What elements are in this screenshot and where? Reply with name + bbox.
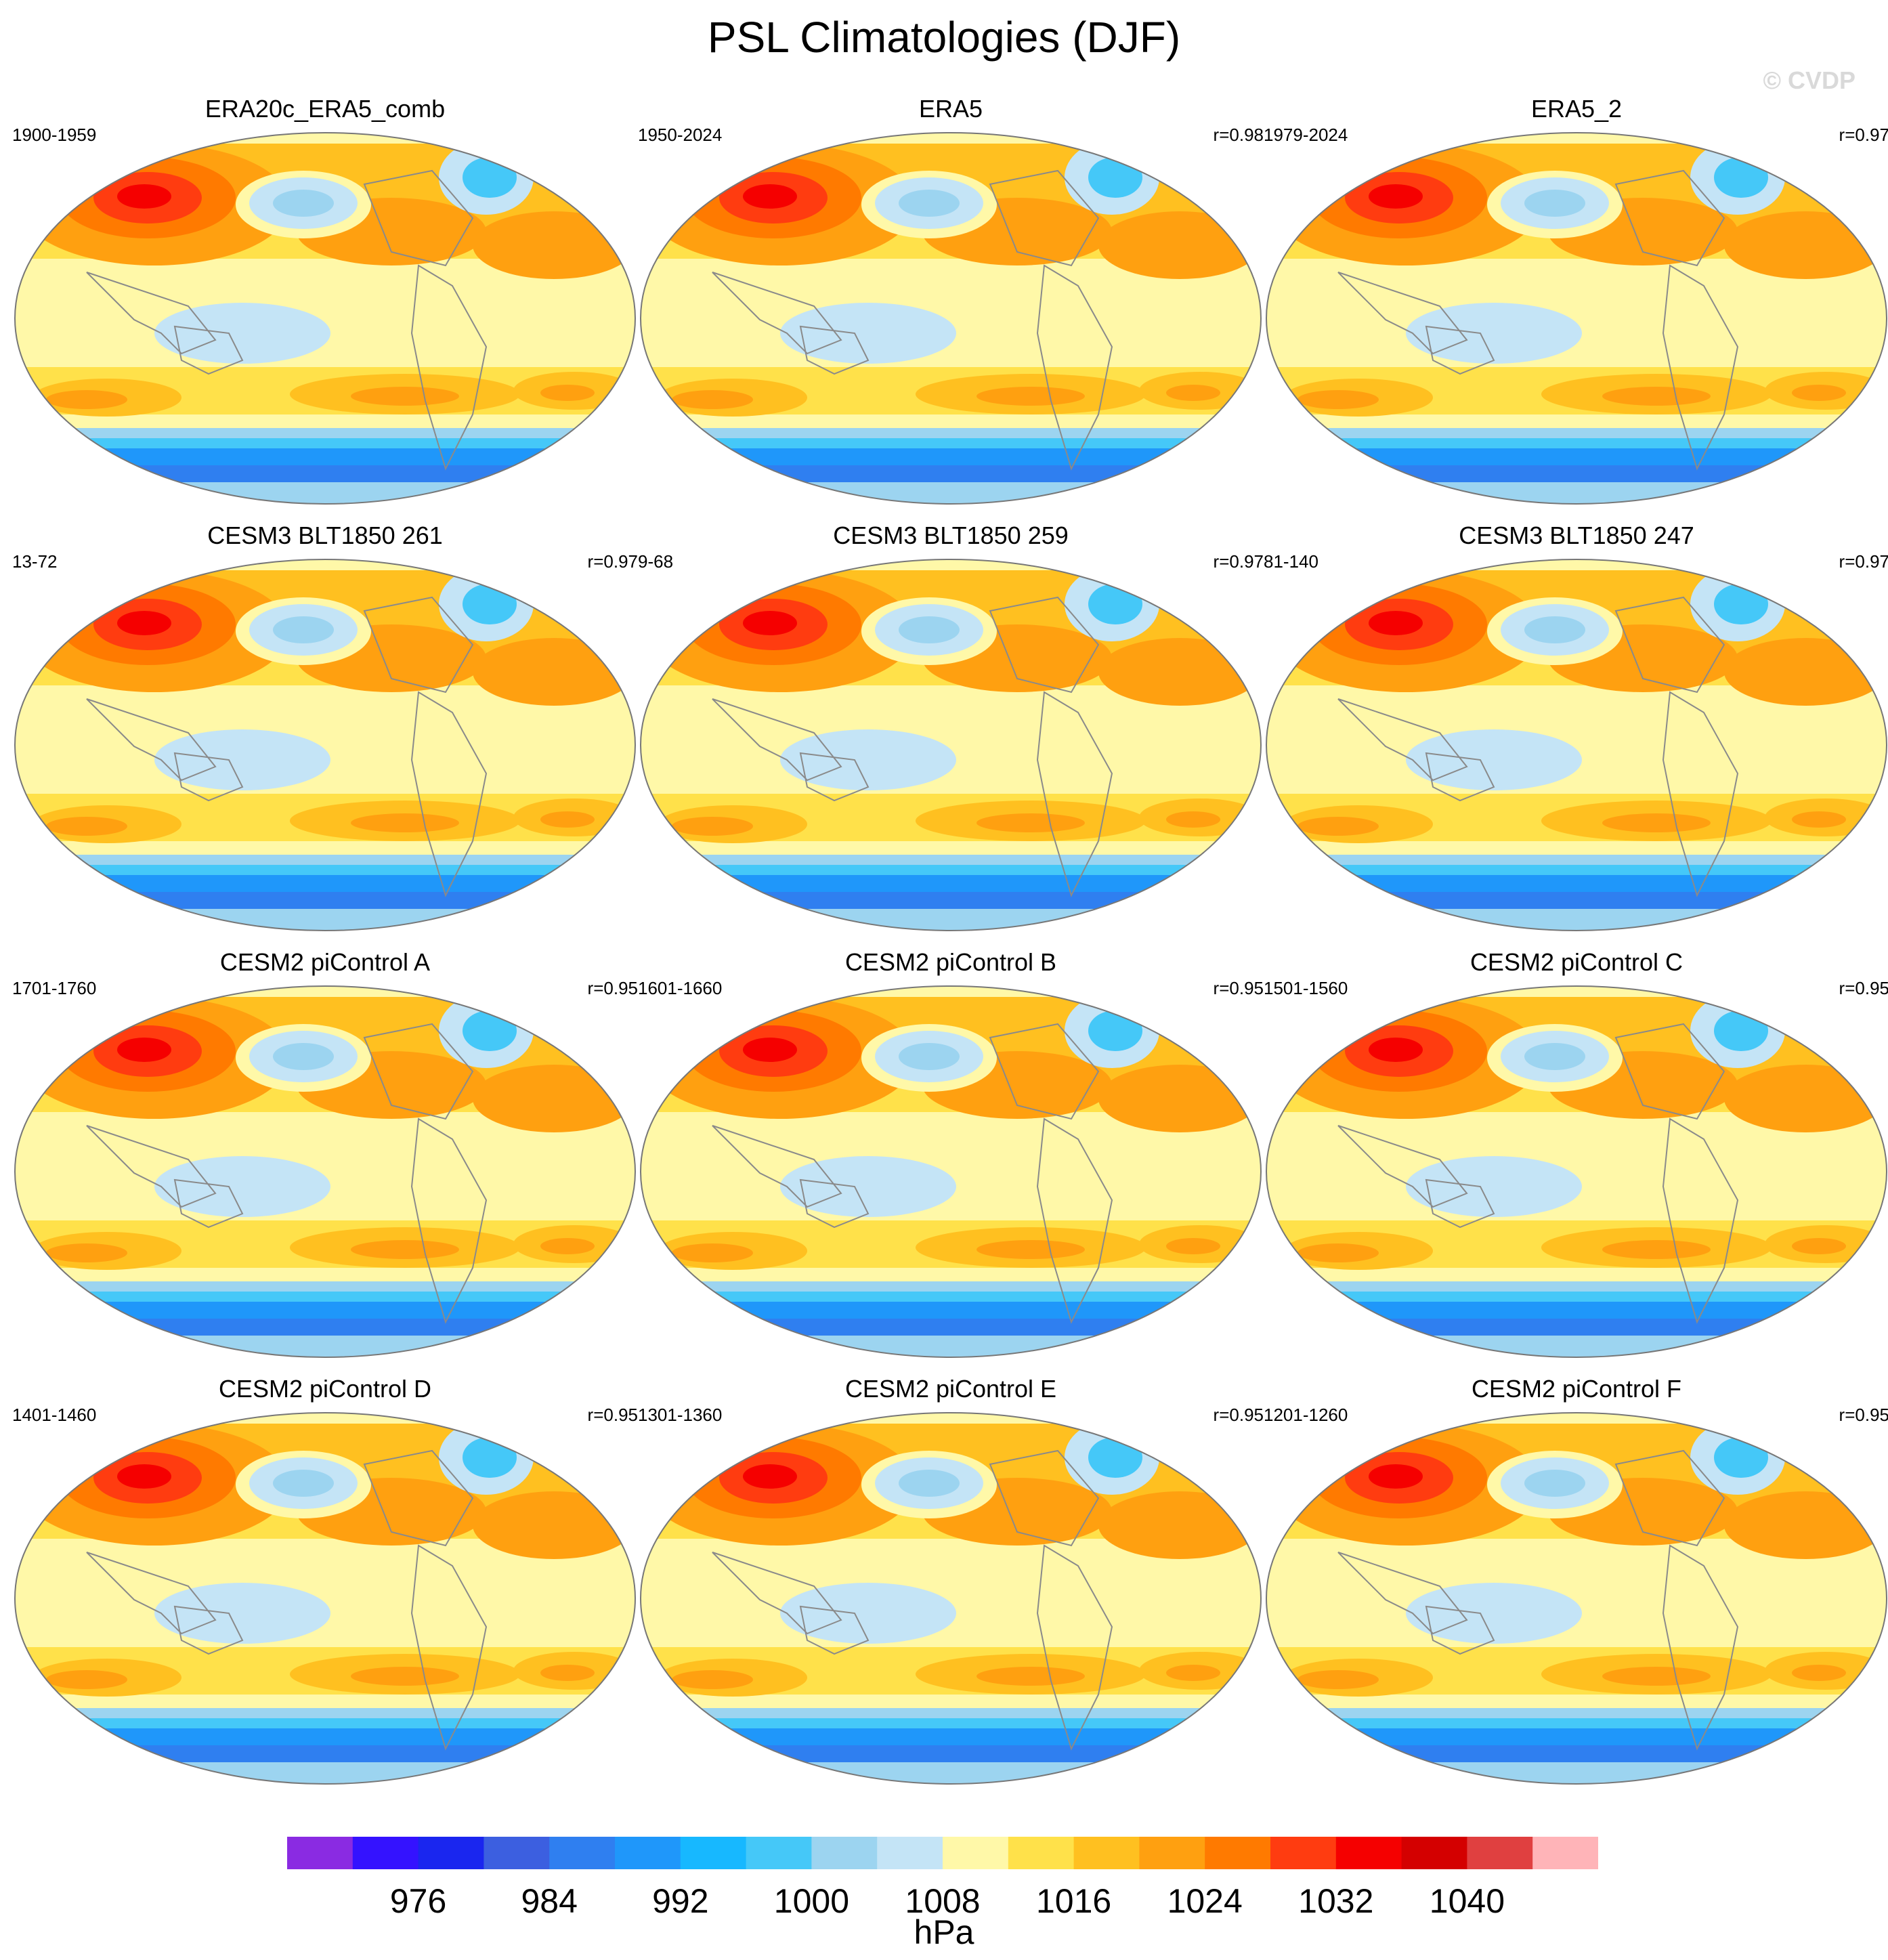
panel-period: 9-68 — [638, 551, 674, 572]
map-panel: ERA5_2 1979-2024 r=0.97 — [1264, 95, 1888, 505]
colorbar-swatch — [1139, 1837, 1205, 1869]
colorbar-swatch — [615, 1837, 681, 1869]
colorbar-swatch — [1401, 1837, 1467, 1869]
panel-correlation: r=0.97 — [1839, 551, 1888, 572]
colorbar-swatch — [680, 1837, 747, 1869]
psl-map — [14, 1412, 636, 1785]
colorbar-tick-label: 1008 — [905, 1882, 981, 1920]
panel-correlation: r=0.95 — [1213, 978, 1264, 998]
colorbar-swatch — [1205, 1837, 1271, 1869]
psl-map — [640, 985, 1262, 1358]
panel-period: 1301-1360 — [638, 1405, 723, 1425]
colorbar-swatch — [549, 1837, 616, 1869]
psl-map — [640, 132, 1262, 505]
psl-map — [1266, 1412, 1887, 1785]
panel-title: CESM3 BLT1850 261 — [207, 521, 443, 549]
panel-title: CESM2 piControl C — [1469, 948, 1683, 976]
panel-correlation: r=0.95 — [587, 1405, 638, 1425]
panel-period: 1201-1260 — [1264, 1405, 1348, 1425]
map-panel: CESM2 piControl B 1601-1660 r=0.95 — [638, 948, 1264, 1358]
map-panel: CESM3 BLT1850 261 13-72 r=0.97 — [12, 521, 638, 931]
colorbar-swatch — [746, 1837, 812, 1869]
panel-title: CESM3 BLT1850 259 — [833, 521, 1069, 549]
map-panel: ERA5 1950-2024 r=0.98 — [638, 95, 1264, 505]
panel-period: 1900-1959 — [12, 125, 97, 145]
colorbar-tick-label: 992 — [652, 1882, 709, 1920]
map-panel: CESM3 BLT1850 247 81-140 r=0.97 — [1264, 521, 1888, 931]
panel-title: ERA20c_ERA5_comb — [205, 95, 446, 123]
panel-period: 13-72 — [12, 551, 58, 572]
panel-correlation: r=0.95 — [1839, 978, 1888, 998]
colorbar-swatch — [1532, 1837, 1598, 1869]
panel-correlation: r=0.98 — [1213, 125, 1264, 145]
colorbar-tick-label: 976 — [389, 1882, 447, 1920]
map-panel: CESM2 piControl A 1701-1760 r=0.95 — [12, 948, 638, 1358]
colorbar-swatch — [287, 1837, 353, 1869]
colorbar-swatch — [943, 1837, 1009, 1869]
panel-correlation: r=0.95 — [587, 978, 638, 998]
panel-title: CESM2 piControl A — [219, 948, 431, 976]
colorbar-swatch — [1270, 1837, 1337, 1869]
panel-period: 1501-1560 — [1264, 978, 1348, 998]
panel-title: CESM3 BLT1850 247 — [1459, 521, 1694, 549]
colorbar-tick-label: 1024 — [1167, 1882, 1243, 1920]
figure-title: PSL Climatologies (DJF) — [707, 13, 1181, 62]
psl-map — [1266, 559, 1887, 931]
colorbar-tick-label: 984 — [521, 1882, 578, 1920]
panel-title: CESM2 piControl E — [844, 1375, 1057, 1403]
panel-period: 1950-2024 — [638, 125, 723, 145]
panel-correlation: r=0.97 — [1213, 551, 1264, 572]
panel-correlation: r=0.95 — [1213, 1405, 1264, 1425]
panel-title: CESM2 piControl B — [844, 948, 1057, 976]
colorbar-swatch — [352, 1837, 419, 1869]
colorbar-swatch — [484, 1837, 550, 1869]
psl-map — [1266, 132, 1887, 505]
colorbar-units: hPa — [914, 1913, 974, 1951]
psl-map — [640, 559, 1262, 931]
map-panel: CESM2 piControl D 1401-1460 r=0.95 — [12, 1375, 638, 1785]
panel-title: CESM2 piControl F — [1471, 1375, 1682, 1403]
panel-correlation: r=0.97 — [587, 551, 638, 572]
panel-title: ERA5_2 — [1530, 95, 1623, 123]
panel-correlation: r=0.97 — [1839, 125, 1888, 145]
colorbar-tick-label: 1040 — [1429, 1882, 1505, 1920]
panel-period: 1601-1660 — [638, 978, 723, 998]
colorbar-swatch — [811, 1837, 878, 1869]
colorbar-swatch — [418, 1837, 484, 1869]
panel-correlation: r=0.95 — [1839, 1405, 1888, 1425]
colorbar-swatch — [1008, 1837, 1075, 1869]
colorbar-tick-label: 1000 — [773, 1882, 850, 1920]
psl-map — [640, 1412, 1262, 1785]
colorbar-tick-label: 1016 — [1035, 1882, 1112, 1920]
colorbar-swatch — [1467, 1837, 1533, 1869]
panel-period: 1701-1760 — [12, 978, 97, 998]
map-panel: CESM2 piControl E 1301-1360 r=0.95 — [638, 1375, 1264, 1785]
panel-title: CESM2 piControl D — [218, 1375, 432, 1403]
map-panel: CESM2 piControl C 1501-1560 r=0.95 — [1264, 948, 1888, 1358]
map-panel: CESM2 piControl F 1201-1260 r=0.95 — [1264, 1375, 1888, 1785]
watermark: © CVDP — [1763, 66, 1855, 94]
psl-map — [14, 559, 636, 931]
colorbar-swatch — [1073, 1837, 1140, 1869]
panel-period: 1979-2024 — [1264, 125, 1348, 145]
panel-title: ERA5 — [918, 95, 983, 123]
colorbar-swatch — [877, 1837, 943, 1869]
colorbar-swatch — [1335, 1837, 1402, 1869]
map-panel: CESM3 BLT1850 259 9-68 r=0.97 — [638, 521, 1264, 931]
psl-map — [14, 132, 636, 505]
psl-map — [14, 985, 636, 1358]
map-panel: ERA20c_ERA5_comb 1900-1959 — [12, 95, 638, 505]
colorbar — [287, 1837, 1598, 1869]
panel-period: 1401-1460 — [12, 1405, 97, 1425]
psl-map — [1266, 985, 1887, 1358]
panel-period: 81-140 — [1264, 551, 1318, 572]
colorbar-tick-label: 1032 — [1298, 1882, 1374, 1920]
